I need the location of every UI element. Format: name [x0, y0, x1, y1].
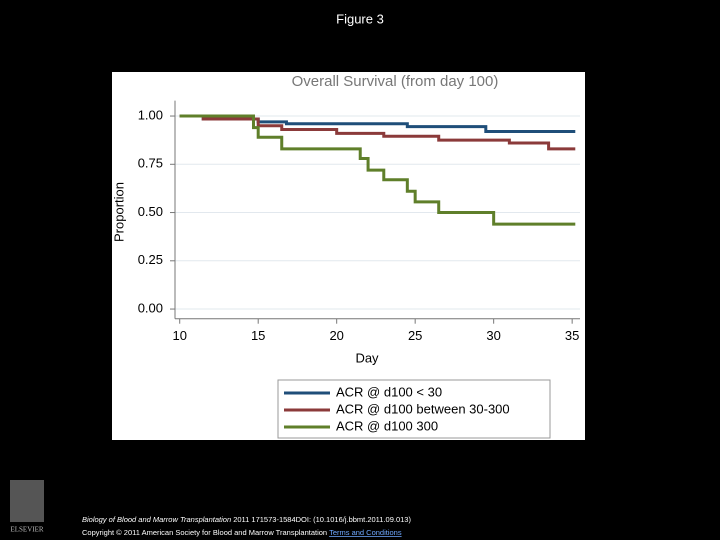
copyright: Copyright © 2011 American Society for Bl… — [82, 528, 327, 537]
citation-line: Biology of Blood and Marrow Transplantat… — [82, 515, 411, 524]
x-axis-label: Day — [355, 350, 379, 365]
survival-curve — [179, 114, 576, 226]
publisher-logo: ELSEVIER — [10, 480, 44, 534]
x-tick-label: 15 — [251, 328, 265, 343]
x-tick-label: 30 — [486, 328, 500, 343]
journal: Biology of Blood and Marrow Transplantat… — [82, 515, 231, 524]
chart-title: Overall Survival (from day 100) — [292, 73, 499, 90]
x-tick-label: 10 — [172, 328, 186, 343]
legend-label: ACR @ d100 between 30-300 — [336, 401, 510, 416]
y-axis-label: Proportion — [111, 182, 126, 242]
survival-curve — [179, 114, 576, 151]
terms-link[interactable]: Terms and Conditions — [329, 528, 402, 537]
copyright-line: Copyright © 2011 American Society for Bl… — [82, 528, 402, 537]
y-tick-label: 0.25 — [138, 252, 163, 267]
y-tick-label: 0.75 — [138, 156, 163, 171]
legend-label: ACR @ d100 < 30 — [336, 384, 442, 399]
x-tick-label: 25 — [408, 328, 422, 343]
publisher-name: ELSEVIER — [10, 526, 43, 534]
x-tick-label: 35 — [565, 328, 579, 343]
x-tick-label: 20 — [329, 328, 343, 343]
legend-label: ACR @ d100 300 — [336, 418, 438, 433]
figure-label: Figure 3 — [336, 11, 384, 26]
legend-box — [277, 379, 551, 439]
y-tick-label: 0.00 — [138, 300, 163, 315]
y-tick-label: 0.50 — [138, 204, 163, 219]
reference: 2011 171573-1584DOI: (10.1016/j.bbmt.201… — [231, 515, 411, 524]
y-tick-label: 1.00 — [138, 107, 163, 122]
logo-tree — [10, 480, 44, 522]
